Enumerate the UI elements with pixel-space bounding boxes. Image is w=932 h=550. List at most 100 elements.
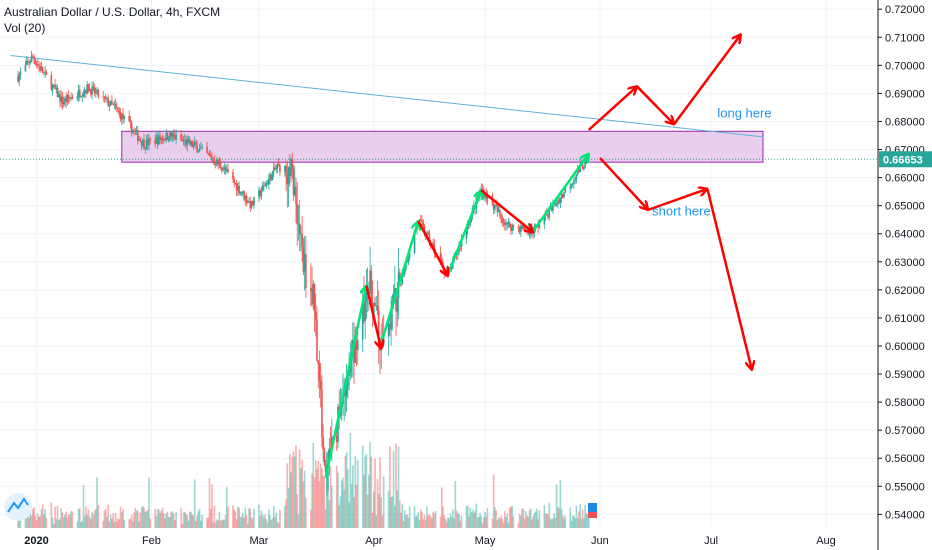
tradingview-logo-mark bbox=[7, 497, 29, 513]
candle-body bbox=[213, 160, 216, 164]
candle-body bbox=[217, 159, 219, 165]
candle-body bbox=[161, 138, 164, 141]
volume-bar bbox=[554, 517, 557, 528]
volume-bar bbox=[423, 514, 426, 528]
candle-body bbox=[548, 207, 551, 218]
volume-bar bbox=[36, 513, 39, 528]
volume-bar bbox=[41, 504, 44, 528]
candle-body bbox=[316, 319, 318, 361]
candle-body bbox=[363, 300, 365, 321]
flag-icon bbox=[588, 503, 597, 512]
candle-body bbox=[287, 167, 290, 185]
candle-body bbox=[169, 132, 171, 140]
volume-bar bbox=[206, 518, 208, 528]
volume-bar bbox=[398, 500, 401, 528]
volume-bar bbox=[221, 520, 223, 528]
volume-bar bbox=[196, 515, 198, 528]
volume-bar bbox=[268, 509, 270, 528]
candle-body bbox=[57, 94, 60, 98]
volume-bar bbox=[560, 508, 563, 528]
candle-body bbox=[69, 97, 71, 99]
candle-body bbox=[71, 97, 74, 99]
volume-bar bbox=[433, 513, 436, 528]
volume-bar bbox=[78, 507, 81, 528]
candle-body bbox=[158, 135, 160, 145]
volume-bar bbox=[458, 514, 460, 528]
candle-body bbox=[54, 84, 56, 90]
candle-body bbox=[246, 202, 249, 204]
price-axis[interactable]: 0.720000.710000.700000.690000.680000.670… bbox=[877, 0, 932, 550]
volume-bar bbox=[200, 520, 202, 528]
volume-bar bbox=[290, 472, 292, 528]
volume-bar bbox=[171, 511, 174, 528]
volume-bar bbox=[316, 468, 318, 528]
volume-bar bbox=[321, 468, 323, 528]
volume-bar bbox=[207, 517, 210, 528]
candle-body bbox=[239, 191, 242, 194]
volume-bar bbox=[543, 505, 546, 528]
candle-body bbox=[91, 86, 93, 95]
candle-body bbox=[113, 104, 116, 106]
candle-body bbox=[167, 139, 170, 141]
resistance-zone[interactable] bbox=[121, 130, 764, 163]
time-axis[interactable]: 2020 Feb Mar Apr May Jun Jul Aug bbox=[24, 535, 835, 547]
candle-body bbox=[400, 284, 402, 286]
volume-bar bbox=[494, 507, 496, 528]
candle-body bbox=[64, 98, 66, 103]
volume-bar bbox=[284, 506, 286, 528]
volume-bar bbox=[501, 519, 504, 528]
resistance-zone-rect bbox=[121, 130, 764, 163]
green-impulse-arrow bbox=[446, 190, 481, 275]
volume-bar bbox=[475, 503, 478, 528]
candle-body bbox=[130, 122, 133, 134]
volume-bar bbox=[175, 512, 177, 528]
volume-bar bbox=[500, 515, 502, 528]
volume-bar bbox=[270, 519, 273, 528]
price-tick-label: 0.60000 bbox=[885, 341, 925, 353]
price-tick-label: 0.63000 bbox=[885, 257, 925, 269]
candle-body bbox=[272, 167, 275, 173]
candle-body bbox=[261, 185, 264, 192]
price-tick-label: 0.62000 bbox=[885, 285, 925, 297]
volume-bar bbox=[442, 506, 444, 528]
candle-body bbox=[206, 146, 208, 154]
volume-bar bbox=[191, 514, 194, 528]
volume-bar bbox=[92, 514, 95, 528]
volume-bar bbox=[113, 521, 116, 528]
volume-bar bbox=[225, 487, 228, 528]
candle-body bbox=[77, 89, 80, 97]
volume-bar bbox=[88, 516, 91, 528]
candle-body bbox=[214, 163, 217, 166]
volume-bar bbox=[239, 516, 242, 528]
volume-bar bbox=[471, 509, 474, 528]
candle-body bbox=[559, 197, 562, 203]
volume-bar bbox=[109, 514, 112, 528]
volume-bar bbox=[521, 508, 523, 528]
volume-bar bbox=[145, 511, 148, 528]
volume-bar bbox=[216, 519, 218, 528]
candle-body bbox=[27, 60, 29, 62]
short-scenario-arrow bbox=[706, 188, 751, 370]
volume-bar bbox=[527, 516, 530, 528]
volume-bar bbox=[80, 521, 82, 528]
candle-body bbox=[107, 98, 109, 106]
volume-bar bbox=[209, 508, 212, 528]
candle-body bbox=[32, 56, 34, 58]
candle-body bbox=[293, 186, 296, 195]
candle-body bbox=[232, 172, 234, 180]
candle-body bbox=[277, 164, 280, 166]
volume-bar bbox=[429, 516, 432, 528]
volume-bar bbox=[381, 514, 384, 528]
candle-body bbox=[185, 139, 187, 146]
candle-body bbox=[538, 224, 541, 228]
trendline[interactable] bbox=[0, 55, 878, 160]
candle-body bbox=[95, 91, 97, 94]
volume-bar bbox=[573, 515, 575, 528]
volume-bar bbox=[169, 517, 171, 528]
volume-bar bbox=[211, 484, 213, 528]
candle-body bbox=[24, 64, 27, 72]
volume-bar bbox=[67, 514, 70, 528]
drawings[interactable]: long here short here bbox=[324, 34, 772, 479]
volume-bar bbox=[506, 513, 509, 528]
